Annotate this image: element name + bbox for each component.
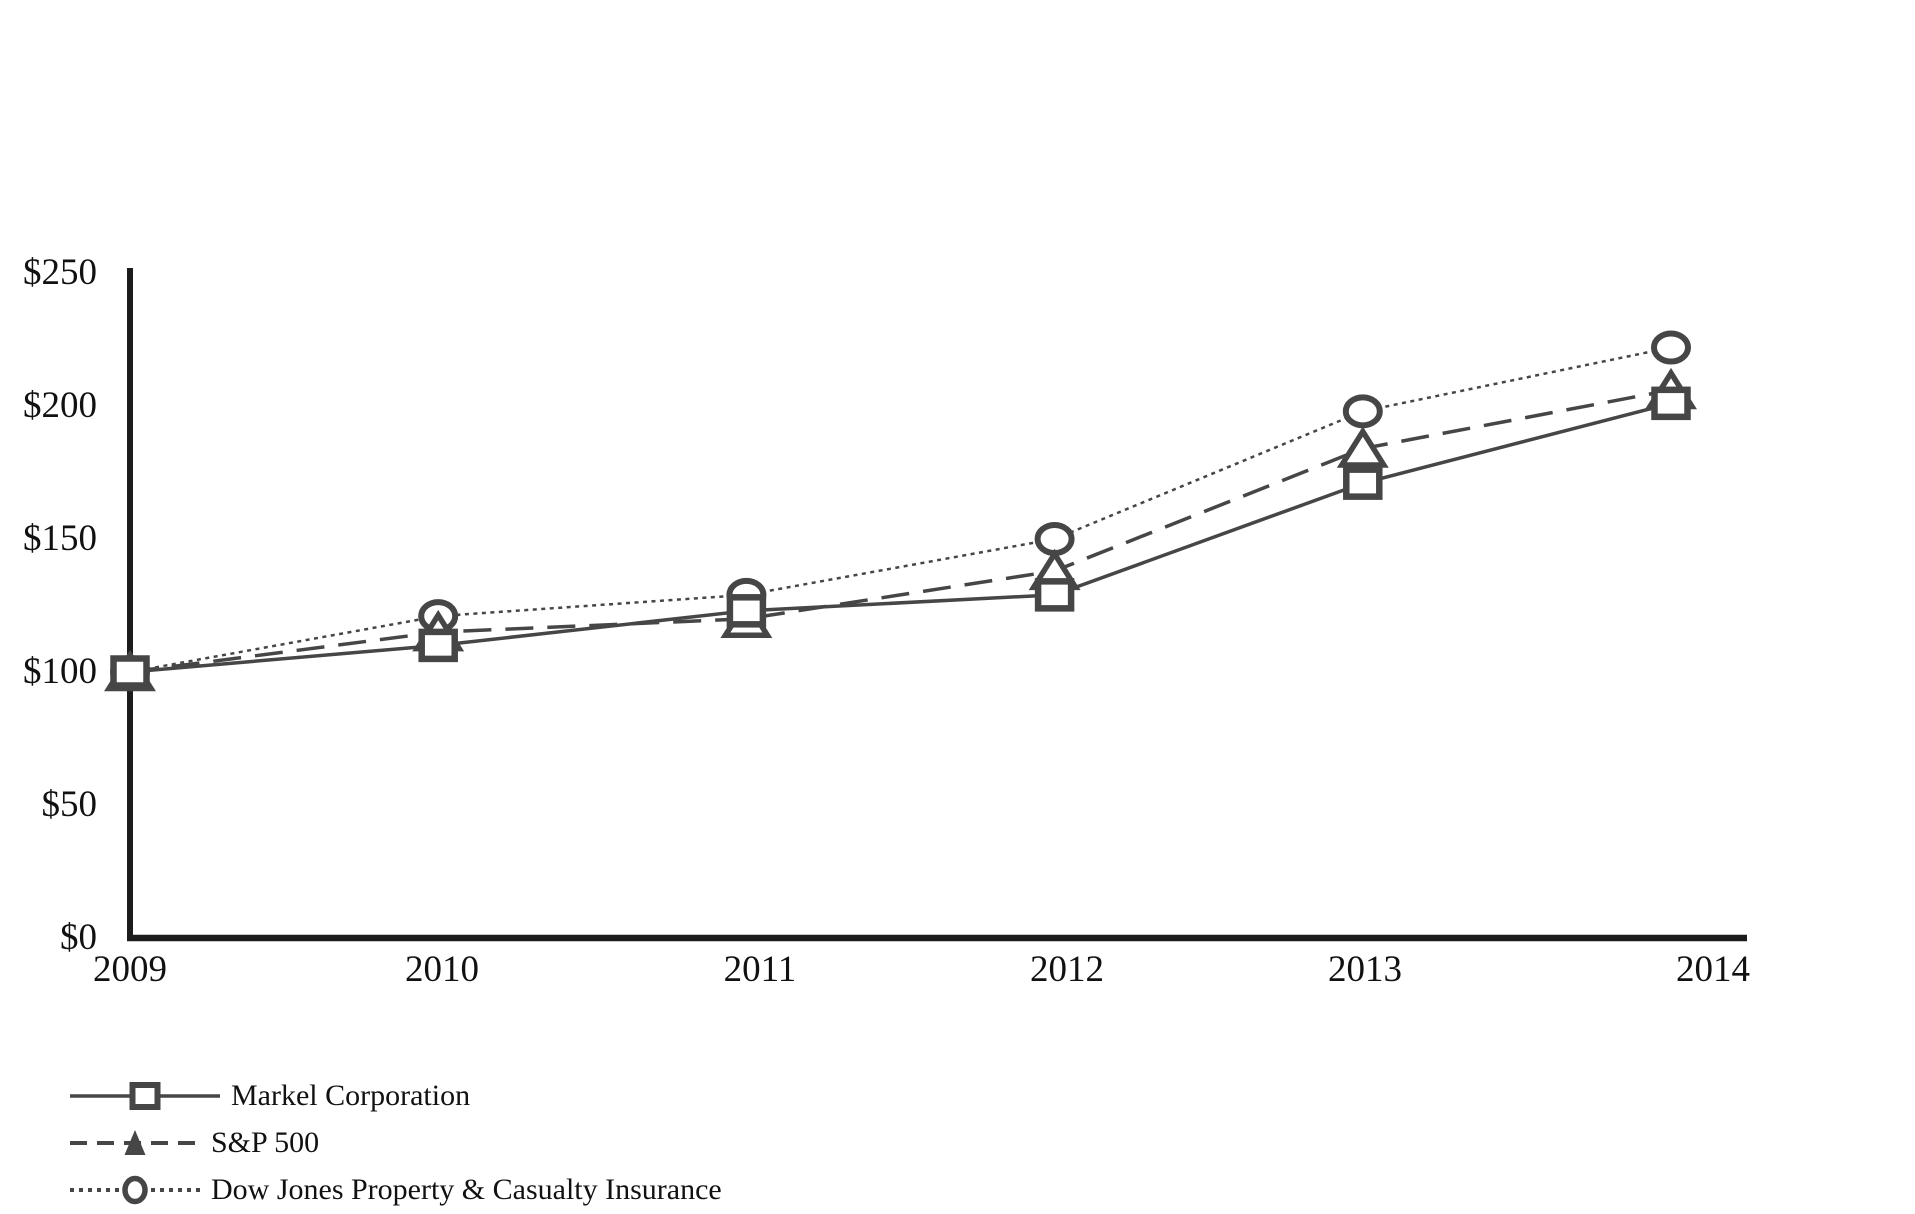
x-tick-label: 2010	[405, 949, 479, 990]
square-marker-icon	[1651, 386, 1691, 421]
chart-legend: Markel Corporation S&P 500 Dow Jones Pro…	[70, 1072, 722, 1213]
y-tick-label: $100	[23, 651, 97, 692]
circle-marker-icon	[1651, 330, 1691, 365]
legend-item-sp-500: S&P 500	[70, 1119, 722, 1166]
square-marker-icon	[110, 655, 150, 689]
x-tick-label: 2014	[1676, 949, 1750, 990]
series-line-markel-corporation	[129, 401, 1672, 674]
legend-item-markel-corporation: Markel Corporation	[70, 1072, 722, 1119]
y-tick-label: $0	[60, 917, 97, 958]
triangle-marker-icon	[124, 1129, 146, 1155]
square-marker-icon	[1343, 466, 1383, 500]
square-marker-icon	[726, 594, 767, 628]
x-tick-label: 2013	[1328, 949, 1402, 990]
y-tick-label: $50	[41, 784, 98, 825]
legend-sample-solid-line	[70, 1081, 220, 1110]
legend-label: Dow Jones Property & Casualty Insurance	[211, 1172, 722, 1206]
series-line-dow-jones-property-casualty-insurance	[129, 346, 1672, 674]
square-marker-icon	[129, 1081, 161, 1110]
y-tick-label: $200	[23, 385, 97, 426]
x-tick-label: 2012	[1030, 949, 1104, 990]
y-tick-label: $150	[23, 518, 97, 559]
square-marker-icon	[418, 628, 458, 663]
x-tick-label: 2009	[93, 949, 167, 990]
circle-marker-icon	[122, 1175, 148, 1204]
legend-item-dow-jones-pc-insurance: Dow Jones Property & Casualty Insurance	[70, 1166, 722, 1213]
square-marker-icon	[1034, 578, 1075, 612]
x-tick-label: 2011	[723, 949, 797, 990]
y-tick-label: $250	[23, 252, 97, 293]
legend-label: S&P 500	[211, 1125, 320, 1159]
series-line-s-p-500	[129, 388, 1672, 674]
circle-marker-icon	[1342, 394, 1383, 429]
legend-label: Markel Corporation	[231, 1078, 471, 1112]
triangle-marker-icon	[1336, 426, 1389, 468]
legend-sample-dashed-line	[70, 1129, 200, 1155]
legend-sample-dotted-line	[70, 1175, 200, 1204]
